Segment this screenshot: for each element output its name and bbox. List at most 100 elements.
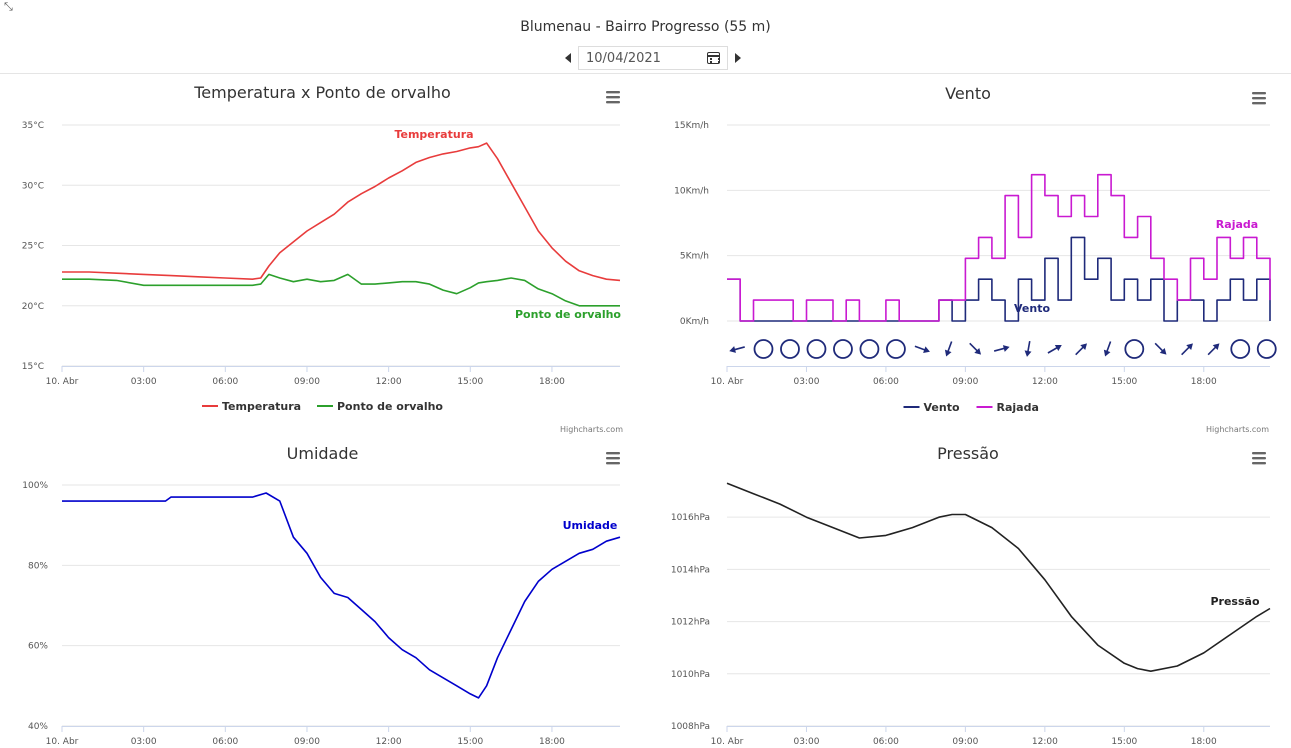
x-tick-label: 03:00 (793, 377, 819, 387)
pressure-chart-panel: Pressão 1008hPa 1010hPa 1012hPa 1014hPa 1016h… (645, 436, 1291, 748)
temperature-chart-svg: Temperatura x Ponto de orvalho 15°C 20°C 25… (22, 83, 623, 434)
wind-direction-arrow-icon (969, 342, 982, 355)
menu-bar[interactable] (606, 457, 620, 460)
y-tick-label: 0Km/h (680, 317, 709, 327)
arrow-head (1054, 344, 1062, 352)
legend-item-vento[interactable]: Vento (903, 401, 960, 414)
y-tick-label: 10Km/h (674, 186, 709, 196)
y-tick-label: 1014hPa (671, 565, 710, 575)
y-tick-label: 25°C (22, 242, 44, 252)
menu-bar[interactable] (1252, 462, 1266, 465)
y-tick-label: 1016hPa (671, 513, 710, 523)
arrow-head (944, 349, 952, 357)
calm-circle-icon (1230, 339, 1251, 359)
menu-bar[interactable] (1252, 102, 1266, 105)
next-arrow-icon[interactable] (735, 53, 741, 63)
expand-icon[interactable]: ⤡ (4, 0, 13, 13)
hamburger-menu-icon[interactable] (606, 91, 620, 104)
menu-bar[interactable] (1252, 452, 1266, 455)
wind-direction-arrow-icon (1024, 340, 1032, 357)
series-line-temperatura (62, 142, 621, 282)
highcharts-credit: Highcharts.com (560, 425, 623, 434)
x-tick-label: 06:00 (873, 737, 899, 747)
arrow-head (1212, 343, 1220, 351)
hamburger-menu-icon[interactable] (606, 452, 620, 465)
wind-direction-arrow-icon (1075, 343, 1087, 356)
legend-label: Ponto de orvalho (337, 400, 443, 413)
x-tick-label: 06:00 (873, 377, 899, 387)
x-tick-label: 12:00 (1032, 737, 1058, 747)
wind-direction-arrow-icon (1154, 342, 1167, 355)
legend-item-rajada[interactable]: Rajada (976, 401, 1039, 414)
y-tick-label: 30°C (22, 181, 44, 191)
x-tick-label: 18:00 (1191, 377, 1217, 387)
menu-bar[interactable] (606, 101, 620, 104)
legend: Temperatura Ponto de orvalho (202, 400, 443, 413)
x-tick-label: 18:00 (539, 737, 565, 747)
menu-bar[interactable] (606, 96, 620, 99)
calendar-icon[interactable] (707, 52, 720, 64)
y-tick-label: 15Km/h (674, 121, 709, 131)
calm-circle-icon (1256, 339, 1277, 359)
hamburger-menu-icon[interactable] (1252, 92, 1266, 105)
menu-bar[interactable] (606, 462, 620, 465)
arrow-head (1024, 350, 1032, 357)
arrow-head (1002, 345, 1010, 352)
date-input[interactable]: 10/04/2021 (578, 46, 728, 70)
x-tick-label: 12:00 (1032, 377, 1058, 387)
y-tick-label: 100% (22, 481, 48, 491)
prev-arrow-icon[interactable] (565, 53, 571, 63)
calm-circle-icon (753, 339, 774, 359)
x-tick-label: 10. Abr (711, 737, 744, 747)
series-line-umidade (62, 492, 621, 699)
legend-item-temperatura[interactable]: Temperatura (202, 400, 301, 413)
legend-label: Vento (924, 401, 960, 414)
y-tick-label: 1008hPa (671, 722, 710, 732)
x-tick-label: 10. Abr (711, 377, 744, 387)
chart-title: Vento (945, 84, 991, 103)
hamburger-menu-icon[interactable] (1252, 452, 1266, 465)
calm-circle-icon (833, 339, 853, 359)
menu-bar[interactable] (1252, 92, 1266, 95)
arrow-head (729, 346, 736, 353)
wind-direction-arrow-icon (1207, 343, 1220, 356)
legend-item-ponto-de-orvalho[interactable]: Ponto de orvalho (317, 400, 443, 413)
menu-bar[interactable] (606, 91, 620, 94)
arrow-head (974, 347, 982, 355)
pressure-chart-svg: Pressão 1008hPa 1010hPa 1012hPa 1014hPa 1016h… (671, 444, 1271, 747)
y-tick-label: 5Km/h (680, 252, 709, 262)
x-tick-label: 18:00 (539, 377, 565, 387)
arrow-head (923, 346, 930, 353)
series-label: Ponto de orvalho (515, 308, 621, 321)
x-tick-label: 15:00 (1111, 377, 1137, 387)
chart-title: Pressão (937, 444, 999, 463)
menu-bar[interactable] (1252, 457, 1266, 460)
y-tick-label: 1010hPa (671, 670, 710, 680)
calm-circle-icon (806, 339, 827, 359)
page-title: Blumenau - Bairro Progresso (55 m) (520, 19, 771, 35)
x-tick-label: 06:00 (212, 377, 238, 387)
x-tick-label: 15:00 (1111, 737, 1137, 747)
series-label: Temperatura (394, 128, 473, 141)
wind-direction-arrow-icon (944, 341, 953, 357)
series-line-pressão (726, 482, 1271, 672)
x-tick-label: 09:00 (952, 737, 978, 747)
series-label: Umidade (563, 519, 618, 532)
temperature-chart-panel: Temperatura x Ponto de orvalho 15°C 20°C 25… (0, 74, 645, 436)
wind-direction-arrow-icon (729, 346, 745, 353)
y-tick-label: 1012hPa (671, 618, 710, 628)
wind-chart-panel: Vento 0Km/h 5Km/h 10Km/h 15Km/h 10. Abr 03:00 0… (645, 74, 1291, 436)
menu-bar[interactable] (606, 452, 620, 455)
wind-direction-arrow-icon (993, 345, 1010, 352)
series-line-ponto-de-orvalho (62, 273, 620, 307)
arrow-head (1103, 349, 1111, 357)
series-line-vento (727, 236, 1271, 322)
x-tick-label: 10. Abr (46, 377, 79, 387)
menu-bar[interactable] (1252, 97, 1266, 100)
x-tick-label: 03:00 (793, 737, 819, 747)
x-tick-label: 09:00 (294, 737, 320, 747)
calm-circle-icon (859, 339, 880, 359)
y-tick-label: 80% (28, 561, 48, 571)
x-tick-label: 10. Abr (46, 737, 79, 747)
series-label: Rajada (1216, 218, 1258, 231)
